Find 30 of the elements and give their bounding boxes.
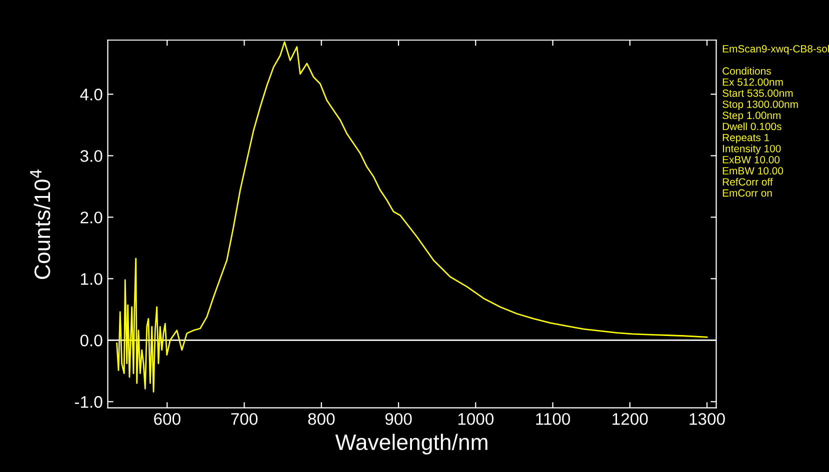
x-tick-label: 900 [385,413,412,425]
text: Dwell 0.100s [722,122,782,130]
x-tick-label: 1300 [690,413,725,425]
text: EmBW 10.00 [722,167,784,175]
line-series [116,41,708,393]
text: RefCorr off [722,178,773,186]
text: Stop 1300.00nm [722,100,798,110]
text: Repeats 1 [722,134,770,144]
x-tick-label: 800 [308,413,335,425]
x-tick-label: 700 [231,413,258,425]
text: Start 535.00nm [722,89,793,97]
y-tick-label: 2.0 [80,212,102,224]
text: Step 1.00nm [722,112,780,122]
x-tick-label: 1100 [536,413,570,425]
y-tick-label: -1.0 [74,396,102,408]
y-tick-label: 4.0 [80,88,102,100]
text: EmCorr on [722,189,772,197]
text: ExBW 10.00 [722,156,780,164]
text: Ex 512.00nm [722,78,783,86]
y-tick-label: 0.0 [80,334,102,346]
text: EmScan9-xwq-CB8-sol [722,44,829,55]
text: Intensity 100 [723,144,781,154]
y-tick-label: 3.0 [80,150,102,162]
x-tick-label: 1000 [458,413,494,425]
x-tick-label: 1200 [612,413,648,425]
y-axis-title: Counts/10$^{4}$ [30,170,50,279]
y-tick-label: 1.0 [81,273,102,285]
x-axis-title: Wavelength/nm [335,434,488,454]
text: Conditions [722,67,771,75]
x-tick-label: 600 [154,413,180,425]
